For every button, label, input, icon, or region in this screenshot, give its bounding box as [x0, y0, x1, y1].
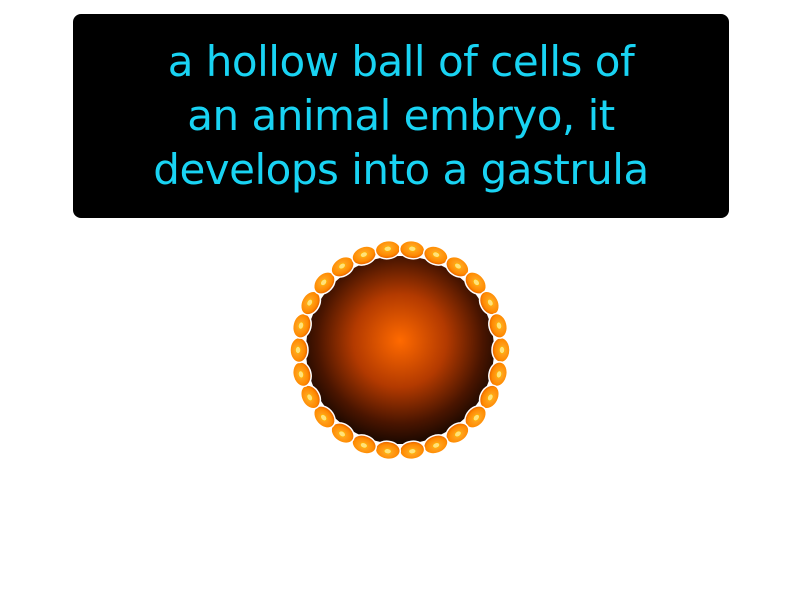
cell [374, 239, 402, 260]
cell [478, 384, 501, 410]
cell [445, 422, 470, 445]
cell [312, 271, 336, 295]
cell [291, 312, 312, 339]
definition-text: a hollow ball of cells of an animal embry… [145, 35, 656, 197]
cell [398, 440, 426, 461]
cell [330, 422, 355, 445]
cell [491, 336, 511, 364]
definition-box: a hollow ball of cells of an animal embry… [73, 14, 729, 218]
cell [445, 255, 470, 278]
definition-line-1: a hollow ball of cells of [167, 37, 635, 86]
blastula-icon [289, 239, 511, 461]
definition-line-3: develops into a gastrula [153, 145, 649, 194]
blastula-illustration [280, 230, 520, 470]
cell [291, 361, 312, 388]
cell [289, 336, 309, 364]
definition-line-2: an animal embryo, it [187, 91, 615, 140]
cell-ring [289, 239, 511, 461]
cell [299, 290, 322, 316]
cell [330, 255, 355, 278]
cell [488, 312, 509, 339]
blastocoel-core [306, 256, 494, 444]
